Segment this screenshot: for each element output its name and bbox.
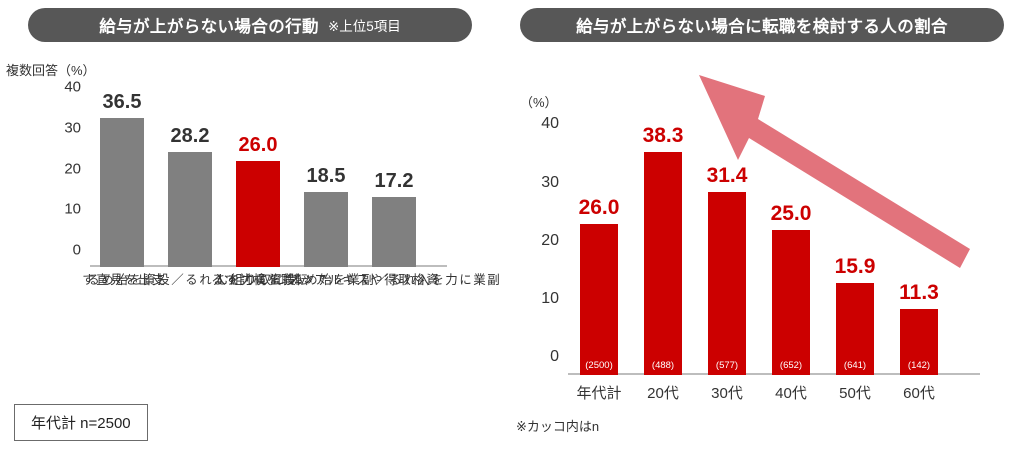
right-bar-2[interactable]: 31.4 (577) 30代 — [707, 164, 748, 402]
left-bar-value-1: 28.2 — [170, 125, 210, 148]
right-bar-3[interactable]: 25.0 (652) 40代 — [771, 202, 812, 402]
left-bar-4[interactable]: 17.2 副業に力を入れる／副業を始める — [289, 170, 499, 286]
right-bar-value-0: 26.0 — [578, 195, 620, 219]
right-bar-label-4: 50代 — [839, 385, 871, 402]
left-plot-area: 0 10 20 30 40 36.5 支出を見直す 28.2 投資に力を入れる／… — [64, 79, 499, 286]
right-chart-title-pill: 給与が上がらない場合に転職を検討する人の割合 — [520, 8, 1004, 42]
left-bar-3[interactable]: 18.5 資格取得やスキルアップに取り組む — [214, 165, 438, 286]
left-bar-value-2: 26.0 — [238, 134, 278, 157]
right-bar-label-1: 20代 — [647, 385, 679, 402]
left-bar-2[interactable]: 26.0 転職を検討する — [209, 134, 307, 285]
left-ytick-20: 20 — [64, 160, 81, 178]
right-bar-label-0: 年代計 — [576, 385, 622, 402]
left-chart-title-pill: 給与が上がらない場合の行動 ※上位5項目 — [28, 8, 472, 42]
right-bar-value-1: 38.3 — [642, 124, 684, 148]
left-bar-1[interactable]: 28.2 投資に力を入れる／投資を始める — [85, 125, 295, 285]
right-bar-n-2: (577) — [715, 360, 739, 371]
right-bar-5[interactable]: 11.3 (142) 60代 — [899, 281, 939, 402]
right-bar-label-3: 40代 — [775, 385, 807, 402]
left-ytick-10: 10 — [64, 200, 81, 218]
right-bar-label-5: 60代 — [903, 385, 935, 402]
left-y-axis-caption: 複数回答（%） — [6, 63, 96, 78]
right-bar-n-1: (488) — [651, 360, 675, 371]
left-bar-label-1: 投資に力を入れる／投資を始める — [85, 273, 295, 286]
right-bar-4[interactable]: 15.9 (641) 50代 — [835, 255, 876, 402]
right-ytick-10: 10 — [541, 289, 559, 307]
left-chart-title-note: ※上位5項目 — [327, 19, 401, 34]
right-ytick-20: 20 — [541, 231, 559, 249]
right-chart-title: 給与が上がらない場合に転職を検討する人の割合 — [576, 18, 948, 36]
left-bar-label-3: 資格取得やスキルアップに取り組む — [214, 273, 438, 286]
left-chart-title: 給与が上がらない場合の行動 — [99, 18, 319, 36]
left-bar-label-4: 副業に力を入れる／副業を始める — [289, 273, 499, 286]
left-ytick-0: 0 — [72, 241, 81, 259]
right-bar-0[interactable]: 26.0 (2500) 年代計 — [576, 196, 621, 402]
left-sample-size-note: 年代計 n=2500 — [14, 404, 148, 441]
left-ytick-40: 40 — [64, 78, 81, 96]
right-ytick-30: 30 — [541, 173, 559, 191]
left-bar-value-3: 18.5 — [306, 164, 346, 187]
right-chart-panel: 給与が上がらない場合に転職を検討する人の割合 — [500, 0, 1024, 451]
right-bar-value-5: 11.3 — [899, 281, 939, 305]
right-ytick-0: 0 — [550, 348, 559, 365]
right-ytick-40: 40 — [541, 115, 559, 133]
left-bar-value-4: 17.2 — [374, 170, 414, 192]
right-bar-value-2: 31.4 — [706, 164, 748, 188]
left-bar-label-2: 転職を検討する — [209, 273, 307, 286]
right-sample-size-note: ※カッコ内はn — [516, 419, 600, 434]
right-bar-label-2: 30代 — [711, 385, 743, 402]
right-plot-area: 0 10 20 30 40 26.0 (2500) 年代計 38.3 (488)… — [541, 115, 980, 402]
right-y-axis-caption: （%） — [520, 95, 558, 110]
right-bar-n-3: (652) — [779, 360, 803, 371]
left-bar-value-0: 36.5 — [102, 91, 142, 114]
left-bar-0[interactable]: 36.5 支出を見直す — [80, 91, 164, 285]
left-ytick-30: 30 — [64, 119, 81, 137]
left-bar-label-0: 支出を見直す — [80, 273, 164, 286]
right-bar-value-4: 15.9 — [834, 254, 876, 278]
right-bar-n-4: (641) — [843, 360, 867, 371]
left-chart-panel: 給与が上がらない場合の行動 ※上位5項目 複数回答（%） 0 10 20 30 4… — [0, 0, 500, 451]
right-bar-1[interactable]: 38.3 (488) 20代 — [643, 124, 684, 402]
right-bar-value-3: 25.0 — [770, 201, 812, 225]
right-bar-n-0: (2500) — [585, 360, 613, 371]
right-bar-n-5: (142) — [907, 360, 931, 371]
